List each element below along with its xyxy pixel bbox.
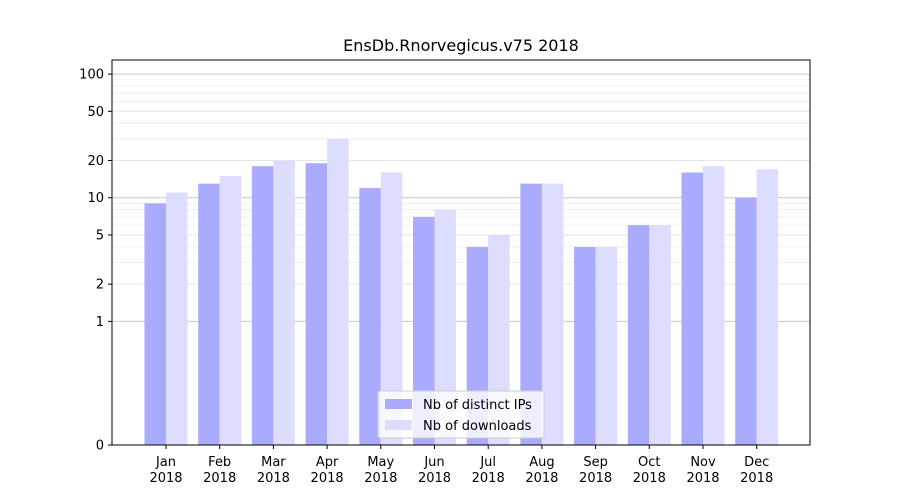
bar-distinct-ips-oct <box>627 225 650 445</box>
bar-downloads-aug <box>541 183 564 445</box>
bar-distinct-ips-nov <box>681 172 703 446</box>
x-tick-label-month: Oct <box>638 455 660 470</box>
bar-distinct-ips-may <box>359 187 381 445</box>
x-tick-label-year: 2018 <box>418 471 451 486</box>
bar-downloads-jun <box>434 209 456 445</box>
bar-distinct-ips-jun <box>413 216 435 445</box>
bar-distinct-ips-mar <box>251 166 274 445</box>
x-tick-label-month: May <box>367 455 394 470</box>
bar-downloads-may <box>380 172 403 446</box>
y-tick-label: 20 <box>87 154 104 169</box>
x-tick-label-year: 2018 <box>686 471 719 486</box>
y-tick-label: 100 <box>79 68 104 83</box>
x-tick-label-year: 2018 <box>311 471 344 486</box>
x-tick-label-month: Jul <box>479 455 496 470</box>
y-tick-label: 50 <box>87 105 104 120</box>
bar-distinct-ips-dec <box>735 197 757 445</box>
x-tick-label-year: 2018 <box>149 471 182 486</box>
bar-distinct-ips-sep <box>574 246 596 445</box>
bar-distinct-ips-apr <box>305 163 328 445</box>
x-tick-label-year: 2018 <box>257 471 290 486</box>
legend-label-ips: Nb of distinct IPs <box>423 398 532 413</box>
y-tick-label: 10 <box>87 191 104 206</box>
chart-title: EnsDb.Rnorvegicus.v75 2018 <box>343 36 579 55</box>
x-tick-label-month: Jan <box>155 455 176 470</box>
bar-downloads-feb <box>219 175 242 445</box>
y-axis: 0 1 2 5 10 20 50 100 <box>79 68 112 454</box>
y-tick-label: 0 <box>96 439 104 454</box>
legend-swatch-ips <box>385 399 412 409</box>
legend-frame <box>377 390 545 439</box>
x-tick-label-month: Sep <box>583 455 608 470</box>
x-tick-label-year: 2018 <box>633 471 666 486</box>
x-tick-label-year: 2018 <box>203 471 236 486</box>
x-axis: Jan2018Feb2018Mar2018Apr2018May2018Jun20… <box>149 445 773 486</box>
bar-distinct-ips-aug <box>520 183 542 445</box>
plot-frame <box>111 59 811 446</box>
bar-downloads-apr <box>327 138 349 446</box>
x-tick-label-year: 2018 <box>472 471 505 486</box>
x-tick-label-month: Nov <box>690 455 716 470</box>
bar-distinct-ips-jan <box>144 203 166 445</box>
bar-downloads-oct <box>649 225 671 445</box>
x-tick-label-year: 2018 <box>364 471 397 486</box>
bar-downloads-mar <box>273 160 295 445</box>
x-tick-label-month: Jun <box>423 455 444 470</box>
bar-downloads-nov <box>703 166 725 445</box>
x-tick-label-month: Feb <box>208 455 231 470</box>
bar-distinct-ips-feb <box>198 183 220 445</box>
x-tick-label-year: 2018 <box>579 471 612 486</box>
x-tick-label-month: Dec <box>744 455 769 470</box>
bar-downloads-sep <box>595 246 618 445</box>
legend-swatch-downloads <box>385 420 412 430</box>
bar-downloads-jan <box>166 192 188 445</box>
x-tick-label-month: Mar <box>261 455 286 470</box>
x-tick-label-year: 2018 <box>525 471 558 486</box>
x-tick-label-year: 2018 <box>740 471 773 486</box>
bar-downloads-dec <box>756 169 779 445</box>
x-tick-label-month: Aug <box>529 455 554 470</box>
y-tick-label: 2 <box>96 278 104 293</box>
y-tick-label: 5 <box>96 228 104 243</box>
legend: Nb of distinct IPs Nb of downloads <box>377 390 545 439</box>
y-tick-label: 1 <box>96 315 104 330</box>
legend-label-downloads: Nb of downloads <box>423 419 532 434</box>
x-tick-label-month: Apr <box>316 455 339 470</box>
